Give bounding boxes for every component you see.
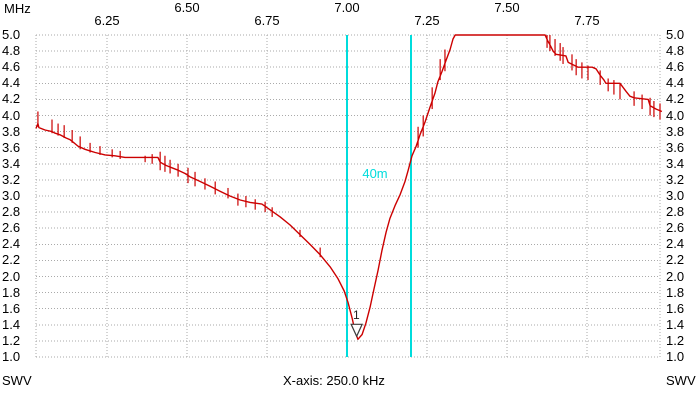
y-tick-label-left: 1.0 [2,349,21,364]
y-tick-label-left: 2.8 [2,204,21,219]
y-tick-label-right: 2.0 [666,269,685,284]
y-tick-label-right: 2.8 [666,204,685,219]
x-tick-label: 6.50 [174,0,200,15]
y-tick-label-left: 1.8 [2,285,21,300]
y-tick-label-left: 2.4 [2,236,21,251]
y-tick-label-right: 5.0 [666,27,685,42]
y-tick-label-right: 4.8 [666,43,685,58]
y-tick-label-right: 4.4 [666,75,685,90]
y-tick-label-left: 1.6 [2,301,21,316]
y-tick-label-left: 3.4 [2,156,21,171]
swr-trace-line [35,34,663,340]
marker-number-label: 1 [353,308,360,322]
y-tick-label-right: 3.0 [666,188,685,203]
y-tick-label-left: 4.0 [2,108,21,123]
y-tick-label-left: 3.6 [2,140,21,155]
x-tick-label: 6.25 [94,13,120,28]
y-axis-unit-label-right: SWV [666,373,696,388]
y-axis-unit-label-left: SWV [2,373,32,388]
y-tick-label-right: 1.4 [666,317,685,332]
y-tick-label-right: 2.4 [666,236,685,251]
y-tick-label-left: 3.0 [2,188,21,203]
y-tick-label-right: 4.0 [666,108,685,123]
y-tick-label-right: 3.8 [666,124,685,139]
x-tick-label: 7.25 [414,13,440,28]
y-tick-label-left: 3.8 [2,124,21,139]
y-tick-label-left: 3.2 [2,172,21,187]
marker-1[interactable] [350,323,364,338]
marker-triangle-icon[interactable] [350,323,364,338]
y-tick-label-right: 4.2 [666,91,685,106]
y-tick-label-right: 3.2 [666,172,685,187]
y-tick-label-left: 4.8 [2,43,21,58]
x-tick-label: 7.50 [494,0,520,15]
y-tick-label-right: 4.6 [666,59,685,74]
x-tick-label: 6.75 [254,13,280,28]
band-label-40m: 40m [362,166,388,181]
y-tick-label-right: 1.2 [666,333,685,348]
y-tick-label-right: 1.8 [666,285,685,300]
x-axis-resolution-label: X-axis: 250.0 kHz [283,373,385,388]
y-tick-label-right: 2.2 [666,252,685,267]
y-tick-label-left: 2.2 [2,252,21,267]
swr-trace [35,34,663,340]
y-tick-label-right: 3.4 [666,156,685,171]
y-tick-label-right: 3.6 [666,140,685,155]
y-tick-label-left: 4.4 [2,75,21,90]
y-tick-label-right: 2.6 [666,220,685,235]
y-tick-label-right: 1.6 [666,301,685,316]
y-tick-label-left: 5.0 [2,27,21,42]
y-tick-label-left: 4.2 [2,91,21,106]
y-tick-label-right: 1.0 [666,349,685,364]
x-tick-label: 7.00 [334,0,360,15]
band-limit-lines [346,35,413,357]
y-tick-label-left: 2.6 [2,220,21,235]
x-axis-unit-label: MHz [4,1,31,16]
x-tick-label: 7.75 [574,13,600,28]
y-tick-label-left: 4.6 [2,59,21,74]
y-tick-label-left: 1.2 [2,333,21,348]
y-tick-label-left: 1.4 [2,317,21,332]
y-tick-label-left: 2.0 [2,269,21,284]
